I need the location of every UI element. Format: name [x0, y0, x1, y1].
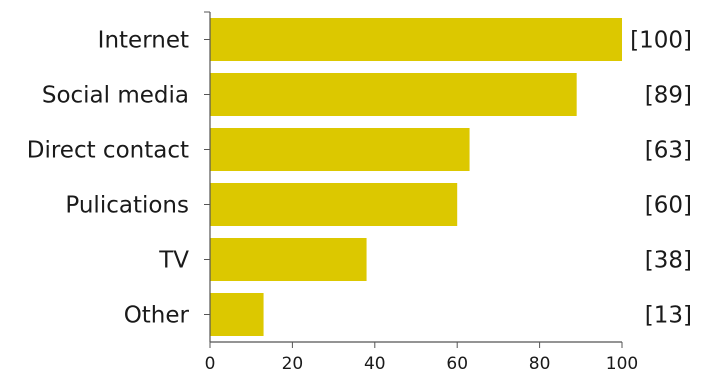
x-tick-label: 100: [606, 354, 638, 374]
bars-group: [210, 18, 622, 336]
ticks-group: 0 20 40 60 80 100: [204, 11, 638, 374]
value-label: [100]: [630, 28, 692, 54]
value-labels-group: [100] [89] [63] [60] [38] [13]: [630, 28, 692, 329]
x-tick-label: 60: [446, 354, 468, 374]
category-label: TV: [158, 248, 189, 274]
axes-group: [209, 12, 622, 343]
category-label: Internet: [98, 28, 189, 54]
x-tick-label: 0: [205, 354, 216, 374]
category-label: Pulications: [65, 193, 189, 219]
value-label: [60]: [645, 193, 692, 219]
bar-pulications: [210, 183, 458, 226]
category-label: Direct contact: [27, 138, 189, 164]
bar-direct-contact: [210, 128, 470, 171]
value-label: [63]: [645, 138, 692, 164]
value-label: [89]: [645, 83, 692, 109]
value-label: [13]: [645, 303, 692, 329]
category-label: Other: [124, 303, 190, 329]
x-tick-label: 20: [282, 354, 304, 374]
category-label: Social media: [42, 83, 189, 109]
x-tick-label: 40: [364, 354, 386, 374]
category-labels-group: Internet Social media Direct contact Pulica…: [27, 28, 190, 329]
bar-social-media: [210, 73, 577, 116]
bar-internet: [210, 18, 622, 61]
x-tick-label: 80: [529, 354, 551, 374]
value-label: [38]: [645, 248, 692, 274]
bar-tv: [210, 238, 367, 281]
bar-other: [210, 293, 264, 336]
